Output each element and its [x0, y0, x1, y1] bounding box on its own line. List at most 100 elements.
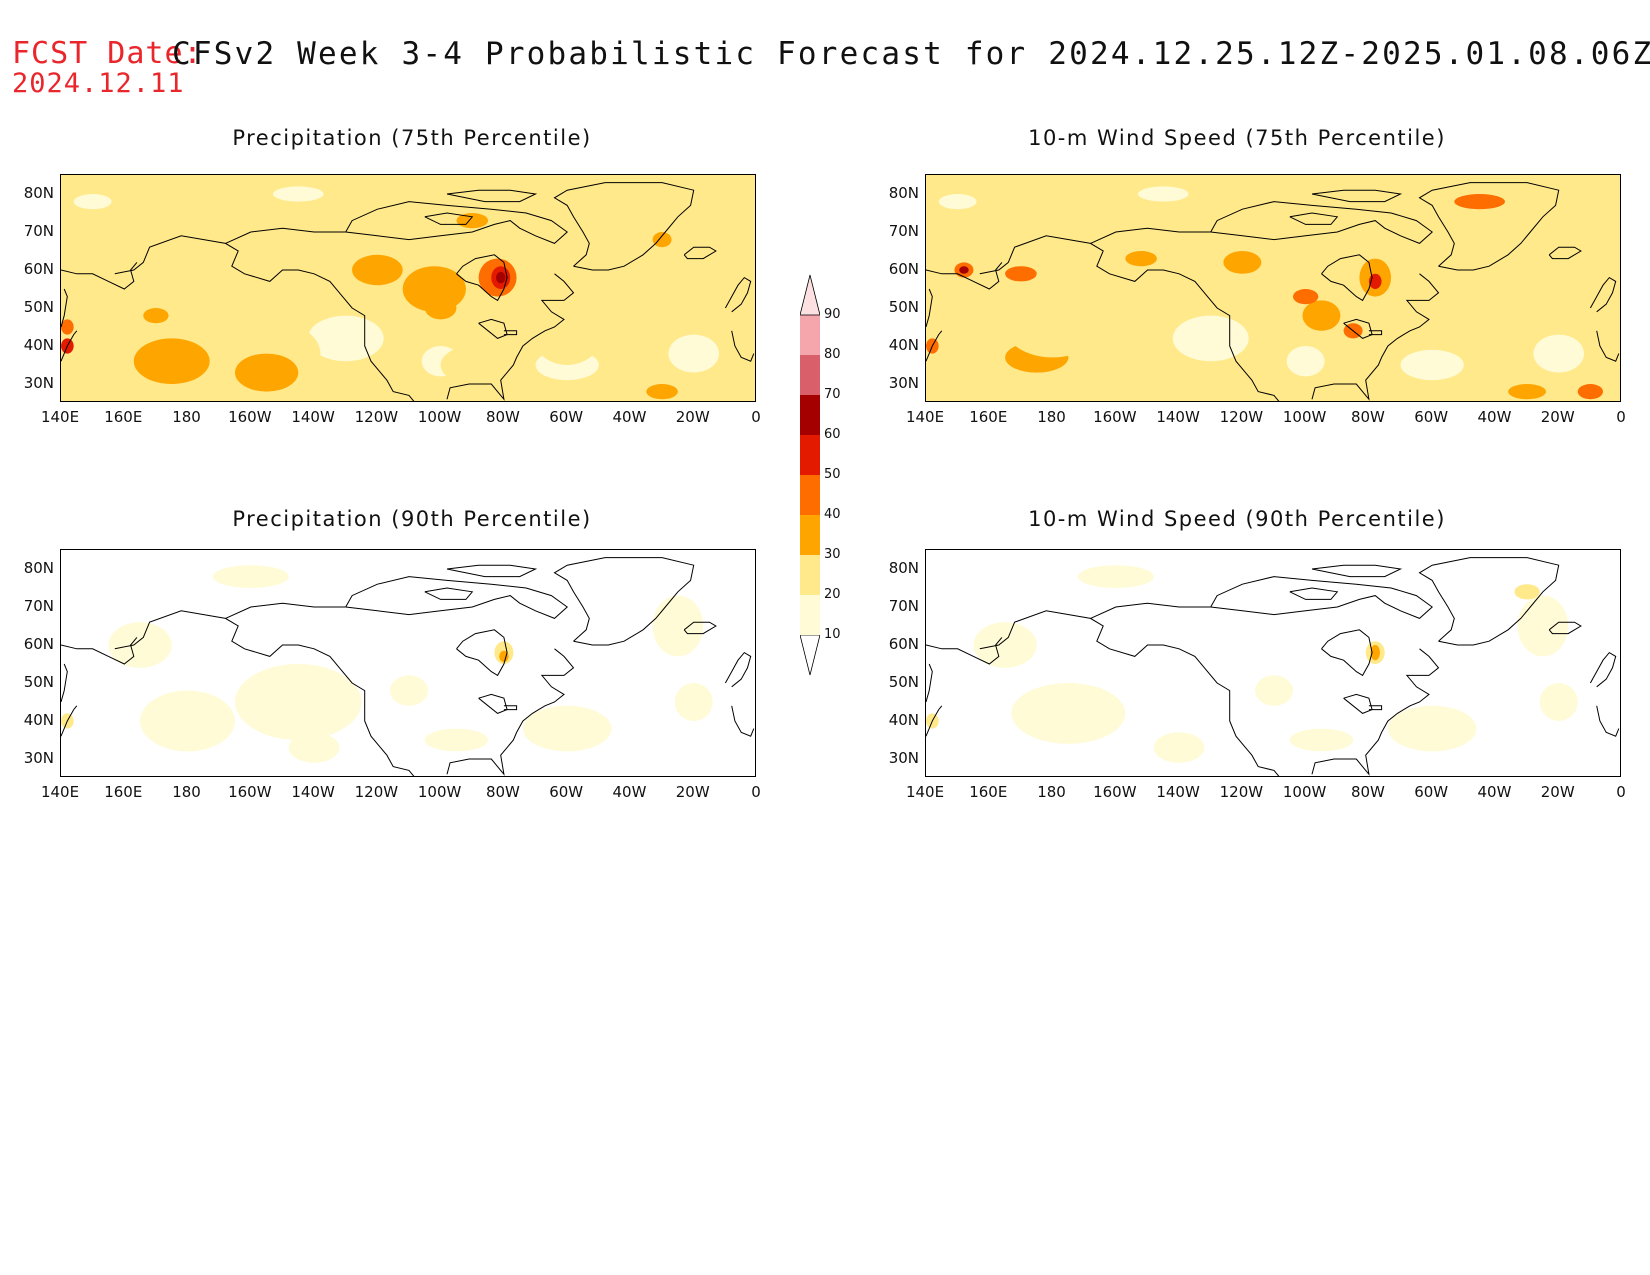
coastline	[345, 576, 568, 619]
lon-tick-label: 180	[172, 408, 201, 426]
lon-tick-label: 40W	[612, 408, 647, 426]
lat-tick-label: 30N	[23, 749, 54, 767]
coastline	[731, 705, 755, 737]
field-patch	[1387, 705, 1477, 752]
lon-tick-label: 140W	[1156, 783, 1200, 801]
forecast-date-label: FCST Date:	[12, 36, 203, 71]
probability-contour	[1508, 384, 1547, 400]
colorbar-level-label: 20	[824, 587, 841, 602]
lat-tick-label: 70N	[888, 597, 919, 615]
coastline	[503, 705, 518, 711]
coastline	[1090, 227, 1211, 244]
coastline	[456, 629, 508, 677]
coastline	[61, 663, 68, 703]
coastline	[225, 602, 346, 619]
coastline	[1548, 246, 1582, 260]
coastline	[1311, 273, 1440, 401]
coastline	[424, 212, 474, 225]
coastline	[345, 201, 568, 244]
field-patch	[1255, 675, 1293, 706]
coastline	[553, 557, 695, 646]
lat-tick-label: 30N	[888, 374, 919, 392]
coastline	[1210, 201, 1433, 244]
lon-tick-label: 40W	[612, 783, 647, 801]
lon-tick-label: 140W	[291, 783, 335, 801]
coastline	[1368, 330, 1383, 336]
colorbar-level-label: 80	[824, 347, 841, 362]
lon-tick-label: 0	[1616, 783, 1626, 801]
field-patch	[1172, 315, 1249, 362]
lat-tick-label: 50N	[23, 673, 54, 691]
coastline	[1090, 602, 1211, 619]
colorbar-swatch	[800, 555, 820, 595]
probability-contour	[1514, 584, 1540, 600]
lat-tick-label: 80N	[23, 559, 54, 577]
probability-contour	[235, 353, 299, 392]
probability-contour	[652, 232, 672, 248]
probability-contour	[235, 664, 362, 740]
lon-tick-label: 100W	[1282, 783, 1327, 801]
lat-tick-label: 50N	[888, 298, 919, 316]
coastline	[926, 663, 933, 703]
map-field	[61, 175, 755, 401]
lat-tick-label: 60N	[888, 260, 919, 278]
coastline	[683, 621, 717, 635]
lon-tick-label: 40W	[1477, 783, 1512, 801]
coastline	[503, 330, 518, 336]
lon-tick-label: 60W	[549, 783, 584, 801]
field-patch	[390, 675, 428, 706]
coastline	[1321, 254, 1373, 302]
colorbar-swatch	[800, 515, 820, 555]
probability-contour	[1185, 270, 1237, 308]
colorbar-swatch	[800, 435, 820, 475]
lon-tick-label: 140E	[40, 783, 80, 801]
field-patch	[1137, 186, 1189, 202]
coastline	[553, 182, 695, 271]
panel-title-wind90: 10-m Wind Speed (90th Percentile)	[1028, 507, 1446, 531]
lon-tick-label: 100W	[417, 783, 462, 801]
map-background	[926, 550, 1620, 776]
lat-tick-label: 70N	[888, 222, 919, 240]
lon-tick-label: 140W	[291, 408, 335, 426]
probability-contour	[1302, 300, 1341, 331]
probability-contour	[1577, 384, 1604, 400]
lon-tick-label: 180	[1037, 408, 1066, 426]
lon-tick-label: 160E	[969, 783, 1008, 801]
field-patch	[1153, 732, 1205, 763]
coastline	[446, 564, 538, 578]
lon-tick-label: 160E	[104, 783, 143, 801]
field-patch	[1289, 728, 1354, 752]
probability-contour	[496, 271, 506, 284]
probability-contour	[424, 296, 457, 320]
map-panel-precip75	[60, 174, 756, 402]
coastline	[1311, 189, 1403, 203]
coastline	[1548, 621, 1582, 635]
lon-tick-label: 100W	[417, 408, 462, 426]
field-patch	[73, 194, 112, 210]
coastline	[1589, 276, 1617, 313]
lat-tick-label: 40N	[888, 336, 919, 354]
field-patch	[288, 732, 340, 763]
lon-tick-label: 140E	[905, 408, 945, 426]
probability-contour	[140, 690, 235, 752]
colorbar-level-label: 60	[824, 427, 841, 442]
lat-tick-label: 40N	[23, 336, 54, 354]
probability-contour	[440, 346, 504, 384]
field-patch	[1077, 565, 1154, 588]
coastline	[731, 330, 755, 362]
coastline	[1311, 564, 1403, 578]
coastline	[61, 705, 78, 737]
lat-tick-label: 60N	[888, 635, 919, 653]
field-patch	[108, 622, 172, 668]
lon-tick-label: 40W	[1477, 408, 1512, 426]
coastline	[724, 276, 752, 313]
lat-tick-label: 50N	[23, 298, 54, 316]
colorbar-swatch	[800, 315, 820, 355]
coastline	[1596, 330, 1620, 362]
colorbar-level-label: 90	[824, 307, 841, 322]
lon-tick-label: 160W	[228, 783, 272, 801]
colorbar-level-label: 50	[824, 467, 841, 482]
coastline	[979, 235, 1280, 401]
field-patch	[674, 683, 713, 721]
panel-title-wind75: 10-m Wind Speed (75th Percentile)	[1028, 126, 1446, 150]
